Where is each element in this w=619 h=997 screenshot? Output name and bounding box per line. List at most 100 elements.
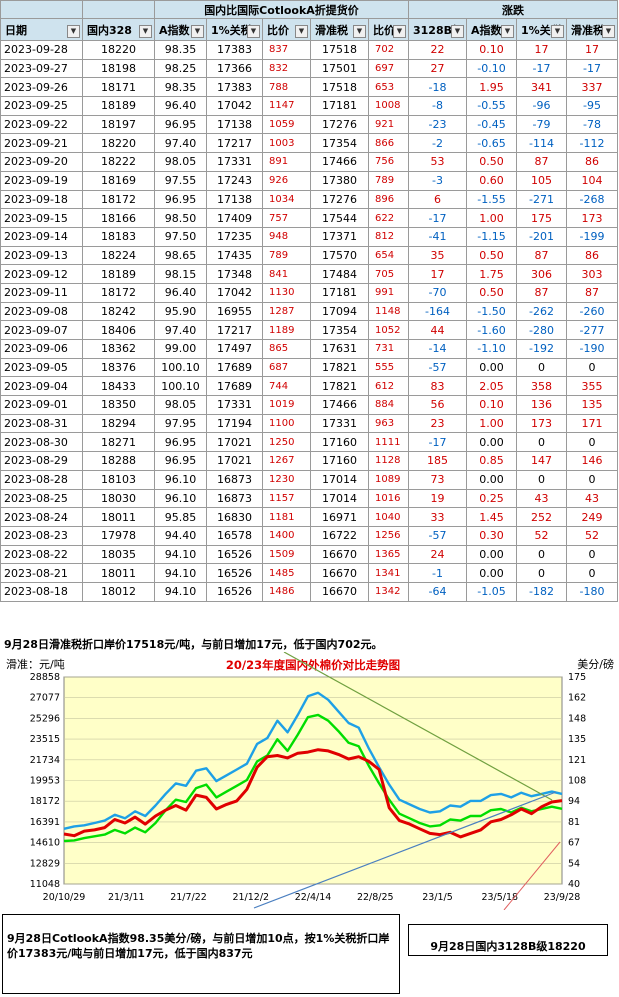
- cell-diff2[interactable]: 1008: [368, 96, 409, 116]
- cell-chg-t1[interactable]: 87: [516, 282, 567, 303]
- cell-chg-3128b[interactable]: 17: [408, 264, 467, 284]
- cell-chg-sl[interactable]: -95: [566, 96, 618, 116]
- cell-a-index[interactable]: 100.10: [154, 357, 207, 378]
- cell-sliding[interactable]: 17094: [310, 301, 369, 322]
- cell-diff2[interactable]: 756: [368, 152, 409, 172]
- cell-diff2[interactable]: 1341: [368, 563, 409, 583]
- cell-tariff1[interactable]: 16526: [206, 544, 263, 565]
- cell-diff1[interactable]: 1485: [262, 563, 311, 583]
- cell-tariff1[interactable]: 17138: [206, 114, 263, 135]
- cell-domestic[interactable]: 18183: [82, 226, 155, 247]
- cell-chg-a[interactable]: 1.00: [466, 208, 517, 228]
- cell-sliding[interactable]: 17014: [310, 469, 369, 490]
- cell-date[interactable]: 2023-09-05: [0, 357, 83, 378]
- cell-domestic[interactable]: 18166: [82, 208, 155, 228]
- cell-chg-t1[interactable]: 17: [516, 40, 567, 60]
- cell-chg-3128b[interactable]: 27: [408, 58, 467, 79]
- cell-tariff1[interactable]: 17217: [206, 133, 263, 154]
- cell-diff2[interactable]: 697: [368, 58, 409, 79]
- cell-chg-a[interactable]: 0.10: [466, 40, 517, 60]
- cell-domestic[interactable]: 18350: [82, 395, 155, 415]
- cell-date[interactable]: 2023-08-30: [0, 432, 83, 453]
- cell-tariff1[interactable]: 16526: [206, 563, 263, 583]
- cell-domestic[interactable]: 18224: [82, 245, 155, 266]
- cell-diff1[interactable]: 832: [262, 58, 311, 79]
- cell-diff2[interactable]: 921: [368, 114, 409, 135]
- cell-chg-t1[interactable]: 173: [516, 413, 567, 434]
- cell-diff2[interactable]: 1365: [368, 544, 409, 565]
- cell-diff2[interactable]: 991: [368, 282, 409, 303]
- cell-chg-sl[interactable]: -78: [566, 114, 618, 135]
- cell-chg-sl[interactable]: 355: [566, 376, 618, 397]
- cell-chg-t1[interactable]: 0: [516, 563, 567, 583]
- cell-a-index[interactable]: 96.95: [154, 451, 207, 471]
- cell-domestic[interactable]: 18271: [82, 432, 155, 453]
- cell-a-index[interactable]: 94.10: [154, 544, 207, 565]
- cell-chg-3128b[interactable]: 22: [408, 40, 467, 60]
- cell-chg-3128b[interactable]: -164: [408, 301, 467, 322]
- column-header[interactable]: 滑准税 ▼: [566, 18, 618, 41]
- cell-date[interactable]: 2023-08-21: [0, 563, 83, 583]
- cell-chg-t1[interactable]: -96: [516, 96, 567, 116]
- cell-sliding[interactable]: 17821: [310, 376, 369, 397]
- cell-tariff1[interactable]: 17217: [206, 320, 263, 340]
- cell-sliding[interactable]: 17466: [310, 152, 369, 172]
- cell-diff1[interactable]: 865: [262, 339, 311, 359]
- cell-diff1[interactable]: 1019: [262, 395, 311, 415]
- cell-chg-3128b[interactable]: -8: [408, 96, 467, 116]
- cell-sliding[interactable]: 17160: [310, 451, 369, 471]
- cell-date[interactable]: 2023-08-18: [0, 581, 83, 602]
- cell-diff1[interactable]: 926: [262, 170, 311, 191]
- cell-sliding[interactable]: 16670: [310, 581, 369, 602]
- cell-chg-sl[interactable]: 171: [566, 413, 618, 434]
- cell-diff2[interactable]: 555: [368, 357, 409, 378]
- cell-chg-t1[interactable]: -262: [516, 301, 567, 322]
- cell-tariff1[interactable]: 17138: [206, 189, 263, 210]
- cell-diff1[interactable]: 1400: [262, 525, 311, 546]
- cell-chg-a[interactable]: 1.00: [466, 413, 517, 434]
- cell-chg-3128b[interactable]: 6: [408, 189, 467, 210]
- cell-date[interactable]: 2023-08-29: [0, 451, 83, 471]
- cell-sliding[interactable]: 17821: [310, 357, 369, 378]
- cell-domestic[interactable]: 18242: [82, 301, 155, 322]
- cell-chg-3128b[interactable]: -23: [408, 114, 467, 135]
- cell-chg-t1[interactable]: 0: [516, 544, 567, 565]
- cell-chg-sl[interactable]: 104: [566, 170, 618, 191]
- cell-date[interactable]: 2023-09-15: [0, 208, 83, 228]
- cell-date[interactable]: 2023-09-21: [0, 133, 83, 154]
- cell-domestic[interactable]: 18189: [82, 264, 155, 284]
- cell-tariff1[interactable]: 17383: [206, 40, 263, 60]
- cell-diff1[interactable]: 789: [262, 245, 311, 266]
- cell-chg-sl[interactable]: 17: [566, 40, 618, 60]
- cell-domestic[interactable]: 18030: [82, 488, 155, 509]
- cell-chg-3128b[interactable]: 19: [408, 488, 467, 509]
- cell-diff2[interactable]: 1342: [368, 581, 409, 602]
- cell-domestic[interactable]: 18011: [82, 507, 155, 527]
- cell-a-index[interactable]: 97.50: [154, 226, 207, 247]
- cell-chg-3128b[interactable]: 53: [408, 152, 467, 172]
- cell-chg-3128b[interactable]: 23: [408, 413, 467, 434]
- cell-a-index[interactable]: 94.10: [154, 581, 207, 602]
- cell-diff1[interactable]: 1287: [262, 301, 311, 322]
- cell-a-index[interactable]: 94.10: [154, 563, 207, 583]
- cell-a-index[interactable]: 95.85: [154, 507, 207, 527]
- cell-tariff1[interactable]: 16955: [206, 301, 263, 322]
- cell-chg-3128b[interactable]: -17: [408, 208, 467, 228]
- cell-chg-sl[interactable]: -199: [566, 226, 618, 247]
- cell-a-index[interactable]: 96.95: [154, 432, 207, 453]
- cell-chg-a[interactable]: -1.55: [466, 189, 517, 210]
- cell-chg-a[interactable]: -0.45: [466, 114, 517, 135]
- cell-sliding[interactable]: 17181: [310, 96, 369, 116]
- cell-sliding[interactable]: 16670: [310, 563, 369, 583]
- cell-domestic[interactable]: 18220: [82, 40, 155, 60]
- cell-a-index[interactable]: 99.00: [154, 339, 207, 359]
- cell-chg-a[interactable]: 0.25: [466, 488, 517, 509]
- filter-dropdown-icon[interactable]: ▼: [67, 25, 80, 38]
- cell-sliding[interactable]: 17354: [310, 320, 369, 340]
- cell-chg-a[interactable]: 0.10: [466, 395, 517, 415]
- cell-chg-sl[interactable]: 0: [566, 357, 618, 378]
- cell-date[interactable]: 2023-08-23: [0, 525, 83, 546]
- cell-chg-sl[interactable]: 0: [566, 469, 618, 490]
- cell-a-index[interactable]: 98.50: [154, 208, 207, 228]
- cell-diff1[interactable]: 1003: [262, 133, 311, 154]
